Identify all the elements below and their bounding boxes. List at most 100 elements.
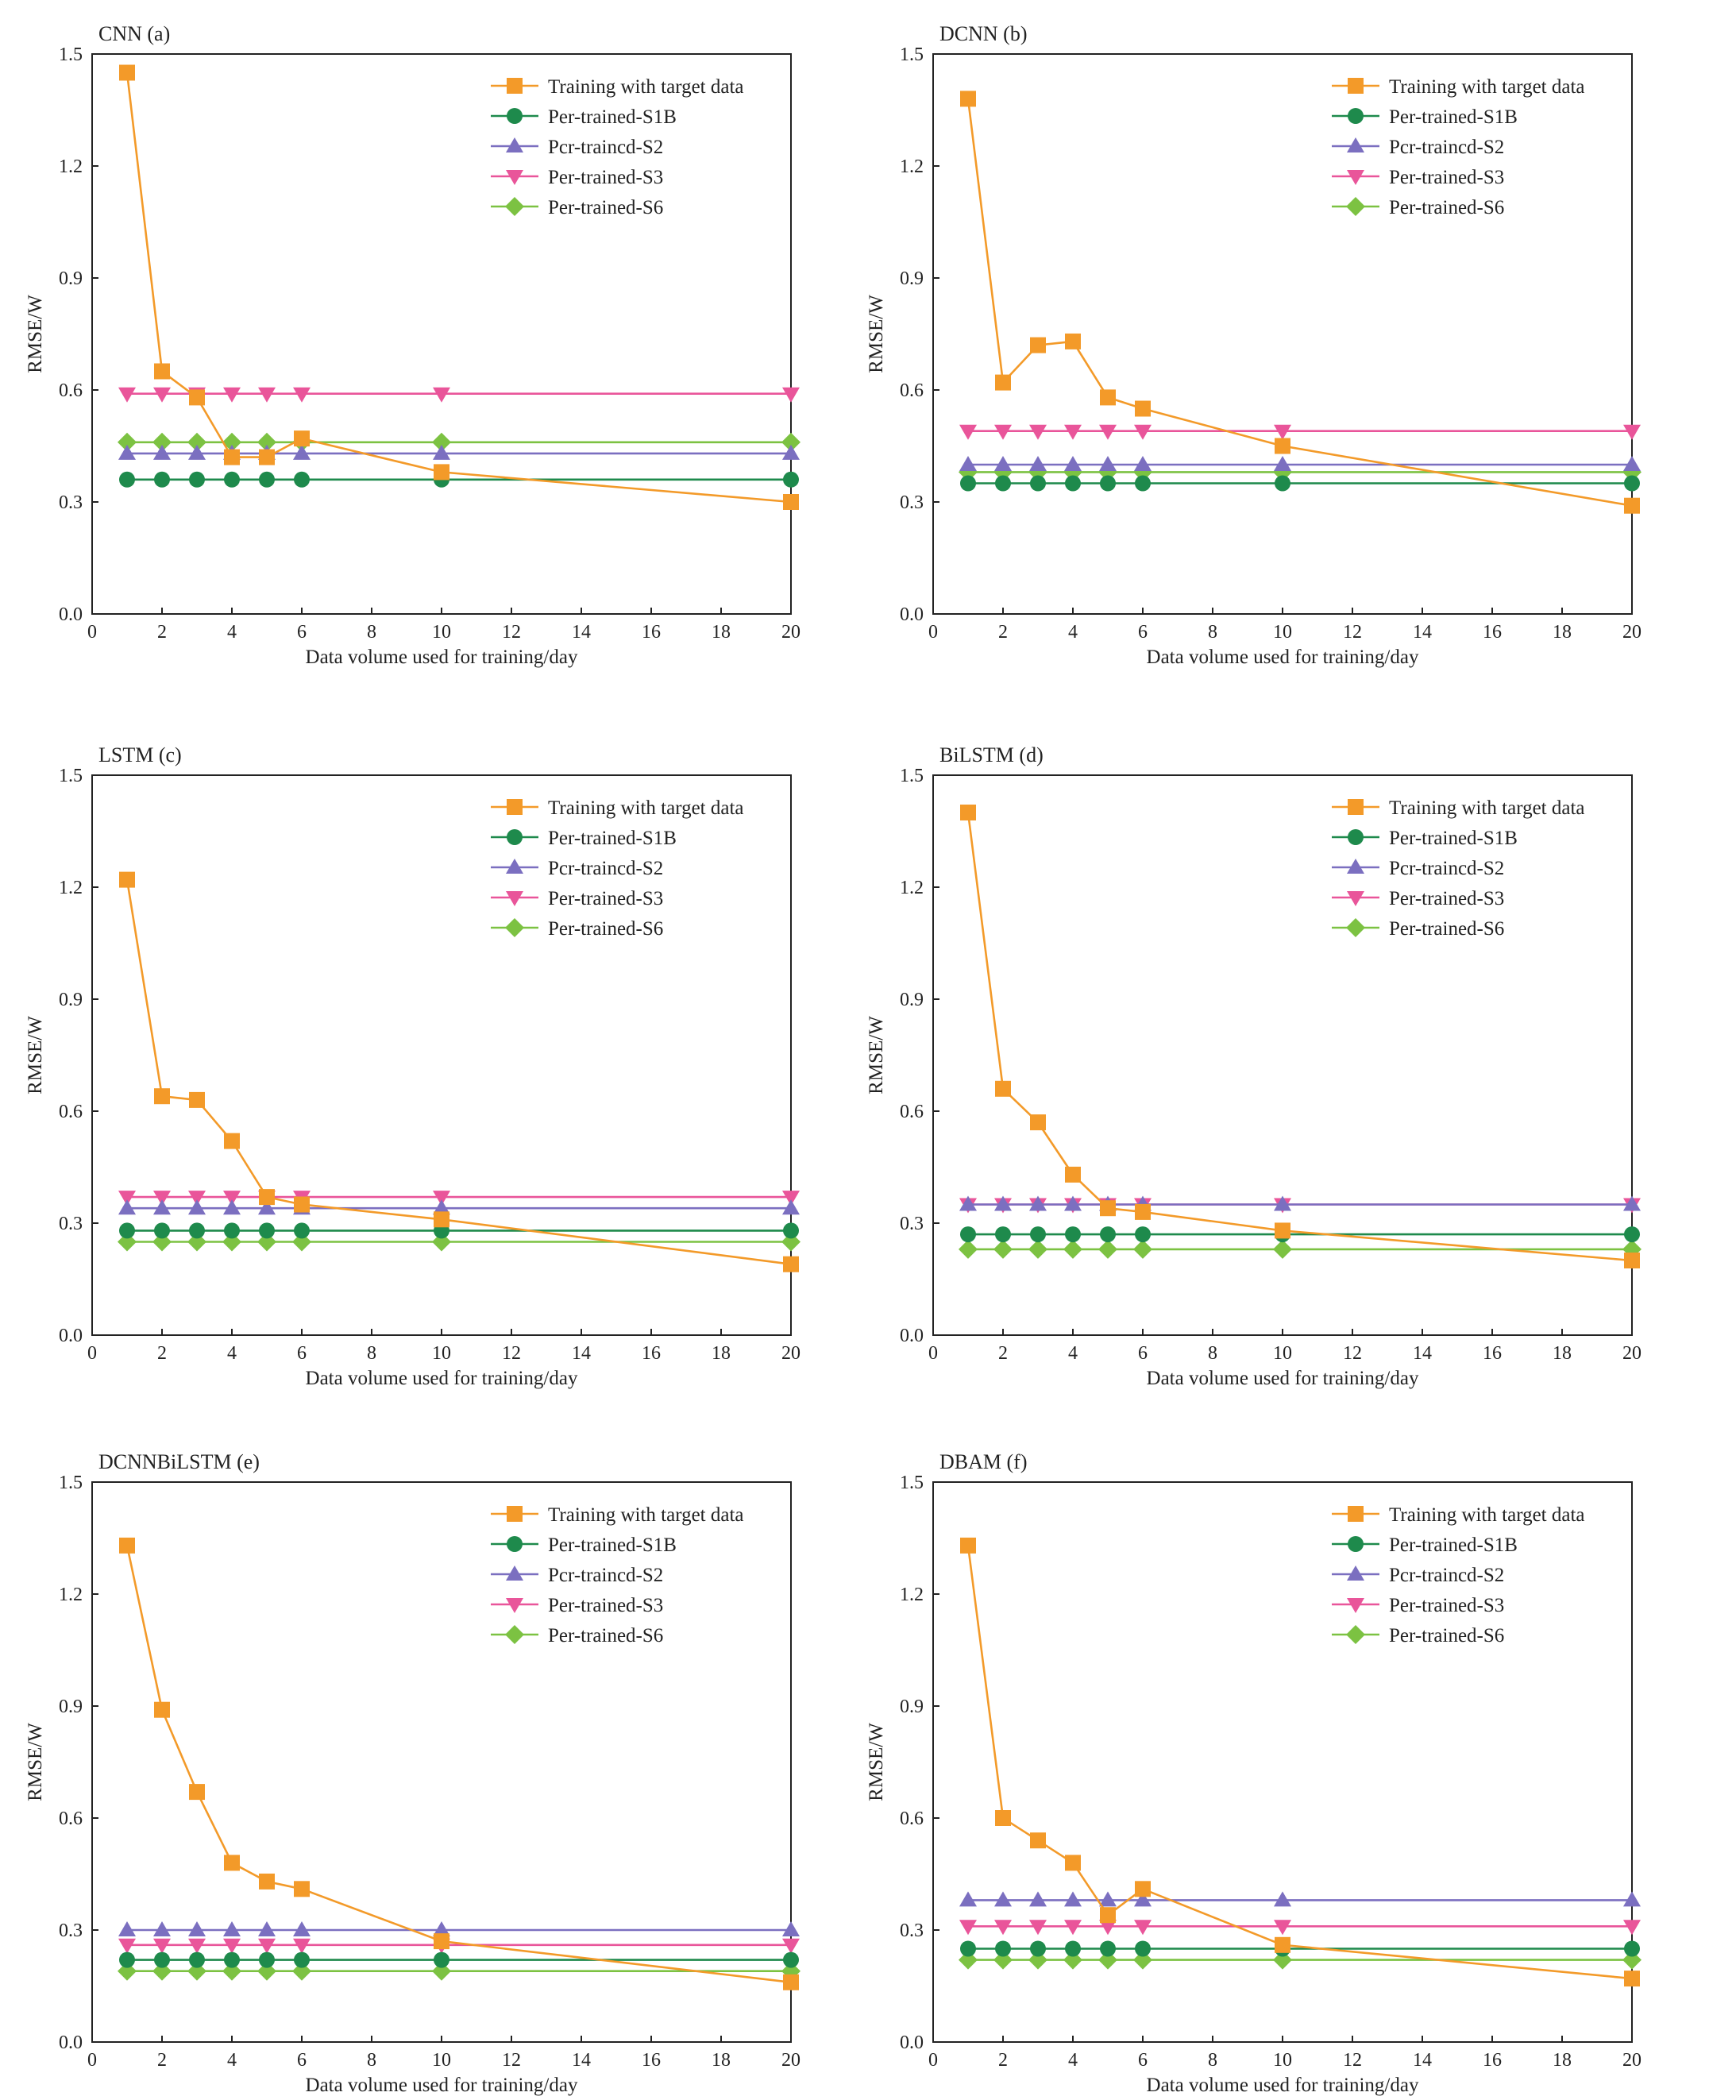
- x-tick-label: 4: [1068, 622, 1078, 643]
- y-tick-label: 1.2: [900, 156, 924, 177]
- data-point: [259, 449, 275, 465]
- data-point: [224, 1222, 240, 1239]
- y-tick-label: 0.6: [59, 380, 83, 401]
- x-tick-label: 16: [642, 622, 661, 643]
- data-point: [1100, 1940, 1116, 1957]
- data-point: [1133, 1950, 1152, 1970]
- data-point: [995, 374, 1011, 391]
- data-point: [152, 432, 172, 452]
- data-point: [1065, 1940, 1081, 1957]
- x-tick-label: 4: [1068, 1343, 1078, 1364]
- y-tick-label: 0.9: [900, 268, 924, 289]
- data-point: [259, 1873, 275, 1890]
- x-tick-label: 18: [1553, 622, 1572, 643]
- legend-label: Training with target data: [548, 1504, 744, 1526]
- y-tick-label: 0.6: [59, 1809, 83, 1829]
- x-axis-label: Data volume used for training/day: [306, 1368, 578, 1389]
- legend-marker: [507, 108, 523, 124]
- legend-marker: [507, 78, 523, 94]
- data-point: [1065, 1855, 1081, 1871]
- y-tick-label: 0.9: [59, 268, 83, 289]
- legend-label: Per-trained-S6: [1389, 918, 1504, 940]
- x-tick-label: 20: [1622, 622, 1641, 643]
- data-point: [1098, 1950, 1117, 1970]
- legend-marker: [506, 891, 523, 906]
- legend-marker: [1347, 891, 1364, 906]
- data-point: [959, 1239, 978, 1259]
- y-tick-label: 0.6: [59, 1102, 83, 1122]
- plot-frame: [932, 53, 1633, 615]
- legend-label: Pcr-traincd-S2: [1389, 858, 1504, 879]
- chart-title: DBAM (f): [939, 1450, 1028, 1473]
- x-tick-label: 2: [157, 622, 167, 643]
- y-tick-label: 0.3: [59, 492, 83, 513]
- data-point: [188, 1199, 206, 1215]
- data-point: [1134, 1891, 1152, 1907]
- data-point: [1133, 1239, 1152, 1259]
- chart-title: DCNNBiLSTM (e): [98, 1450, 260, 1473]
- y-tick-label: 0.0: [59, 604, 83, 625]
- chart-panel: CNN (a) 0 2 4 6 8 10 12 14 16 18 20 0.0 0.3 0.6 0.9 1.2 1…: [25, 22, 800, 668]
- data-point: [1064, 1920, 1082, 1936]
- y-tick-label: 0.0: [59, 2032, 83, 2053]
- data-point: [152, 1232, 172, 1252]
- data-point: [224, 449, 240, 465]
- x-tick-label: 18: [712, 622, 731, 643]
- data-point: [433, 1191, 450, 1206]
- legend-label: Per-trained-S3: [548, 1595, 663, 1616]
- data-point: [188, 1938, 206, 1954]
- x-tick-label: 0: [87, 1343, 97, 1364]
- data-point: [153, 387, 171, 403]
- data-point: [154, 471, 170, 488]
- y-axis-label: RMSE/W: [25, 1016, 46, 1094]
- data-point: [1029, 1195, 1047, 1211]
- data-point: [1623, 456, 1641, 471]
- legend-label: Per-trained-S1B: [1389, 106, 1518, 128]
- data-point: [995, 1940, 1011, 1957]
- legend-marker: [506, 859, 523, 874]
- data-point: [782, 1191, 800, 1206]
- data-point: [294, 471, 310, 488]
- series-line: [125, 72, 792, 504]
- legend-label: Per-trained-S6: [548, 918, 663, 940]
- y-tick-label: 0.3: [900, 1920, 924, 1941]
- legend-marker: [1347, 859, 1364, 874]
- legend-marker: [505, 197, 524, 216]
- legend-label: Per-trained-S3: [1389, 888, 1504, 909]
- data-point: [223, 1199, 241, 1215]
- data-point: [222, 1961, 241, 1981]
- data-point: [1063, 1950, 1082, 1970]
- data-point: [1100, 1200, 1116, 1217]
- chart-panel: DCNNBiLSTM (e) 0 2 4 6 8 10 12 14 16 18 20 0.0 0.3 0.6…: [25, 1450, 800, 2096]
- legend-marker: [1346, 197, 1365, 216]
- legend-label: Training with target data: [548, 797, 744, 819]
- data-point: [1029, 1891, 1047, 1907]
- data-point: [1100, 475, 1116, 492]
- x-tick-label: 0: [928, 622, 938, 643]
- y-axis-label: RMSE/W: [25, 295, 46, 373]
- x-tick-label: 14: [572, 2050, 591, 2071]
- chart-panel: BiLSTM (d) 0 2 4 6 8 10 12 14 16 18 20 0.0 0.3 0.6 0.9 1…: [866, 743, 1641, 1389]
- x-tick-label: 16: [642, 2050, 661, 2071]
- data-point: [782, 444, 800, 460]
- data-point: [119, 1537, 135, 1554]
- x-tick-label: 20: [1622, 1343, 1641, 1364]
- data-point: [994, 1891, 1012, 1907]
- legend-label: Per-trained-S3: [548, 888, 663, 909]
- x-tick-label: 14: [1413, 1343, 1432, 1364]
- data-point: [294, 1951, 310, 1968]
- x-tick-label: 20: [781, 1343, 800, 1364]
- data-point: [1624, 1253, 1640, 1268]
- x-tick-label: 2: [157, 2050, 167, 2071]
- x-tick-label: 6: [1138, 2050, 1148, 2071]
- x-tick-label: 0: [928, 2050, 938, 2071]
- data-point: [1135, 1226, 1151, 1243]
- legend-label: Pcr-traincd-S2: [548, 858, 663, 879]
- x-tick-label: 12: [502, 2050, 521, 2071]
- legend-marker: [505, 1625, 524, 1644]
- data-point: [258, 1938, 276, 1954]
- series-line: [966, 1545, 1633, 1980]
- x-tick-label: 8: [367, 622, 376, 643]
- data-point: [959, 1891, 977, 1907]
- data-point: [1273, 1950, 1292, 1970]
